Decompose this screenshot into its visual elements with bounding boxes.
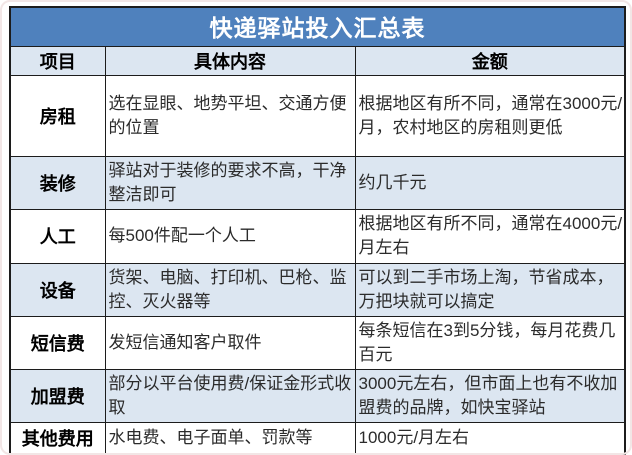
item-cell: 装修 — [9, 155, 106, 211]
table-row-labor: 人工 每500件配一个人工 根据地区有所不同，通常在4000元/月左右 — [9, 209, 626, 264]
item-cell: 其他费用 — [9, 422, 106, 455]
content-cell: 水电费、电子面单、罚款等 — [104, 422, 356, 455]
table-row-other-fees: 其他费用 水电费、电子面单、罚款等 1000元/月左右 — [9, 422, 626, 455]
amount-cell: 根据地区有所不同，通常在4000元/月左右 — [354, 209, 626, 264]
table-row-decoration: 装修 驿站对于装修的要求不高，干净整洁即可 约几千元 — [9, 155, 626, 211]
item-cell: 设备 — [9, 262, 106, 317]
title-row: 快递驿站投入汇总表 — [9, 6, 626, 47]
content-cell: 每500件配一个人工 — [104, 209, 356, 264]
investment-summary-table: 快递驿站投入汇总表 项目 具体内容 金额 房租 选在显眼、地势平坦、交通方便的位… — [9, 6, 627, 455]
item-cell: 房租 — [9, 75, 106, 157]
table-row-sms-fee: 短信费 发短信通知客户取件 每条短信在3到5分钱，每月花费几百元 — [9, 315, 626, 371]
amount-cell: 每条短信在3到5分钱，每月花费几百元 — [354, 315, 626, 371]
content-cell: 部分以平台使用费/保证金形式收取 — [104, 368, 356, 424]
table-title: 快递驿站投入汇总表 — [9, 6, 626, 47]
amount-cell: 可以到二手市场上淘，节省成本，万把块就可以搞定 — [354, 262, 626, 317]
content-cell: 发短信通知客户取件 — [104, 315, 356, 371]
item-cell: 人工 — [9, 209, 106, 264]
amount-cell: 1000元/月左右 — [354, 422, 626, 455]
column-header-item: 项目 — [9, 46, 106, 76]
column-header-content: 具体内容 — [104, 46, 356, 76]
item-cell: 加盟费 — [9, 368, 106, 424]
content-cell: 选在显眼、地势平坦、交通方便的位置 — [104, 75, 356, 157]
table-row-franchise-fee: 加盟费 部分以平台使用费/保证金形式收取 3000元左右，但市面上也有不收加盟费… — [9, 368, 626, 424]
header-row: 项目 具体内容 金额 — [9, 46, 626, 76]
table-row-equipment: 设备 货架、电脑、打印机、巴枪、监控、灭火器等 可以到二手市场上淘，节省成本，万… — [9, 262, 626, 317]
amount-cell: 约几千元 — [354, 155, 626, 211]
item-cell: 短信费 — [9, 315, 106, 371]
content-cell: 驿站对于装修的要求不高，干净整洁即可 — [104, 155, 356, 211]
amount-cell: 根据地区有所不同，通常在3000元/月，农村地区的房租则更低 — [354, 75, 626, 157]
amount-cell: 3000元左右，但市面上也有不收加盟费的品牌，如快宝驿站 — [354, 368, 626, 424]
column-header-amount: 金额 — [354, 46, 626, 76]
table-row-rent: 房租 选在显眼、地势平坦、交通方便的位置 根据地区有所不同，通常在3000元/月… — [9, 75, 626, 157]
content-cell: 货架、电脑、打印机、巴枪、监控、灭火器等 — [104, 262, 356, 317]
